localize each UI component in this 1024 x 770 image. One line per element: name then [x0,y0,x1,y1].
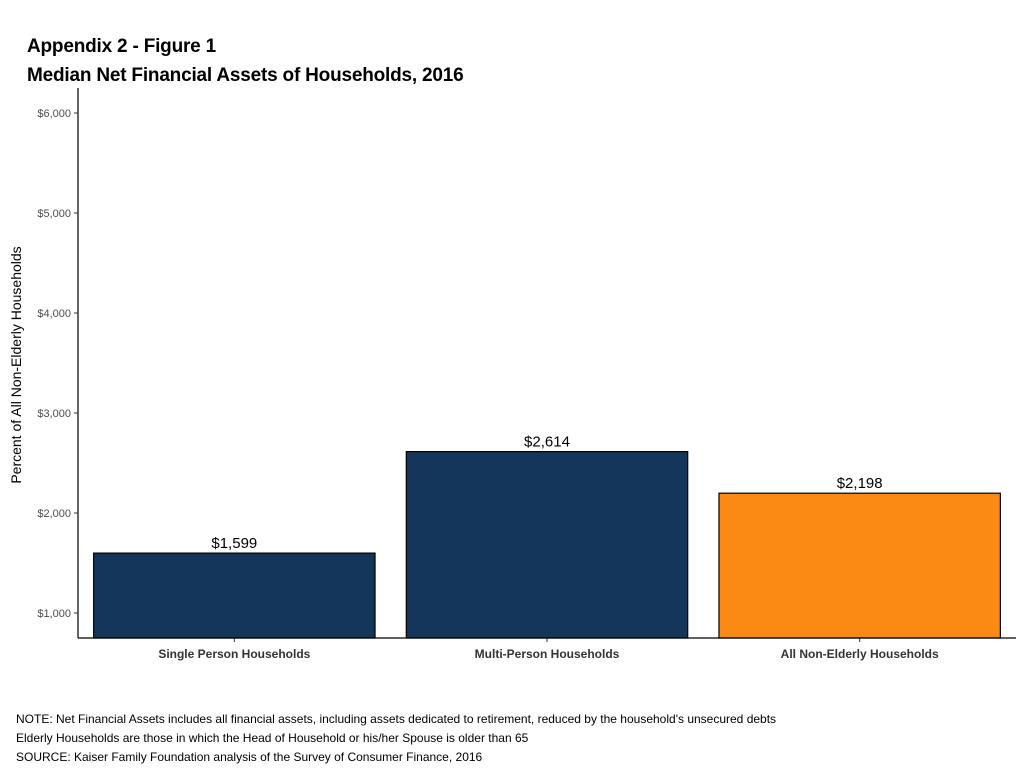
footnote-source: SOURCE: Kaiser Family Foundation analysi… [16,750,483,764]
data-labels-layer: $1,599 $2,614 $2,198 [211,434,882,552]
footnote-elderly-definition: Elderly Households are those in which th… [16,731,529,745]
bar-2 [405,451,689,639]
data-label-1: $1,599 [211,535,257,552]
bars-layer [93,451,1001,639]
y-tick-label-3: $3,000 [37,408,71,420]
data-label-2: $2,614 [524,434,570,451]
axes-layer: Single Person Households Multi-Person Hou… [37,88,1016,661]
x-tick-label-1: Single Person Households [158,647,310,661]
y-axis-title: Percent of All Non-Elderly Households [8,246,24,483]
x-tick-label-2: Multi-Person Households [475,647,620,661]
bar-3 [718,492,1001,639]
figure-number: Appendix 2 - Figure 1 [27,36,216,57]
data-label-3: $2,198 [837,475,883,492]
footnote-note: NOTE: Net Financial Assets includes all … [16,712,777,726]
y-tick-label-4: $4,000 [37,308,71,320]
bar-chart: $1,599 $2,614 $2,198 Single Person Househo… [8,88,1016,661]
y-tick-label-2: $2,000 [37,508,71,520]
chart-title: Median Net Financial Assets of Household… [27,65,464,86]
y-tick-label-1: $1,000 [37,608,71,620]
bar-1 [93,552,376,639]
figure-title-block: Appendix 2 - Figure 1 Median Net Financi… [27,32,464,90]
y-tick-label-5: $5,000 [37,208,71,220]
footnotes: NOTE: Net Financial Assets includes all … [16,710,776,767]
y-tick-label-6: $6,000 [37,108,71,120]
x-tick-label-3: All Non-Elderly Households [781,647,939,661]
